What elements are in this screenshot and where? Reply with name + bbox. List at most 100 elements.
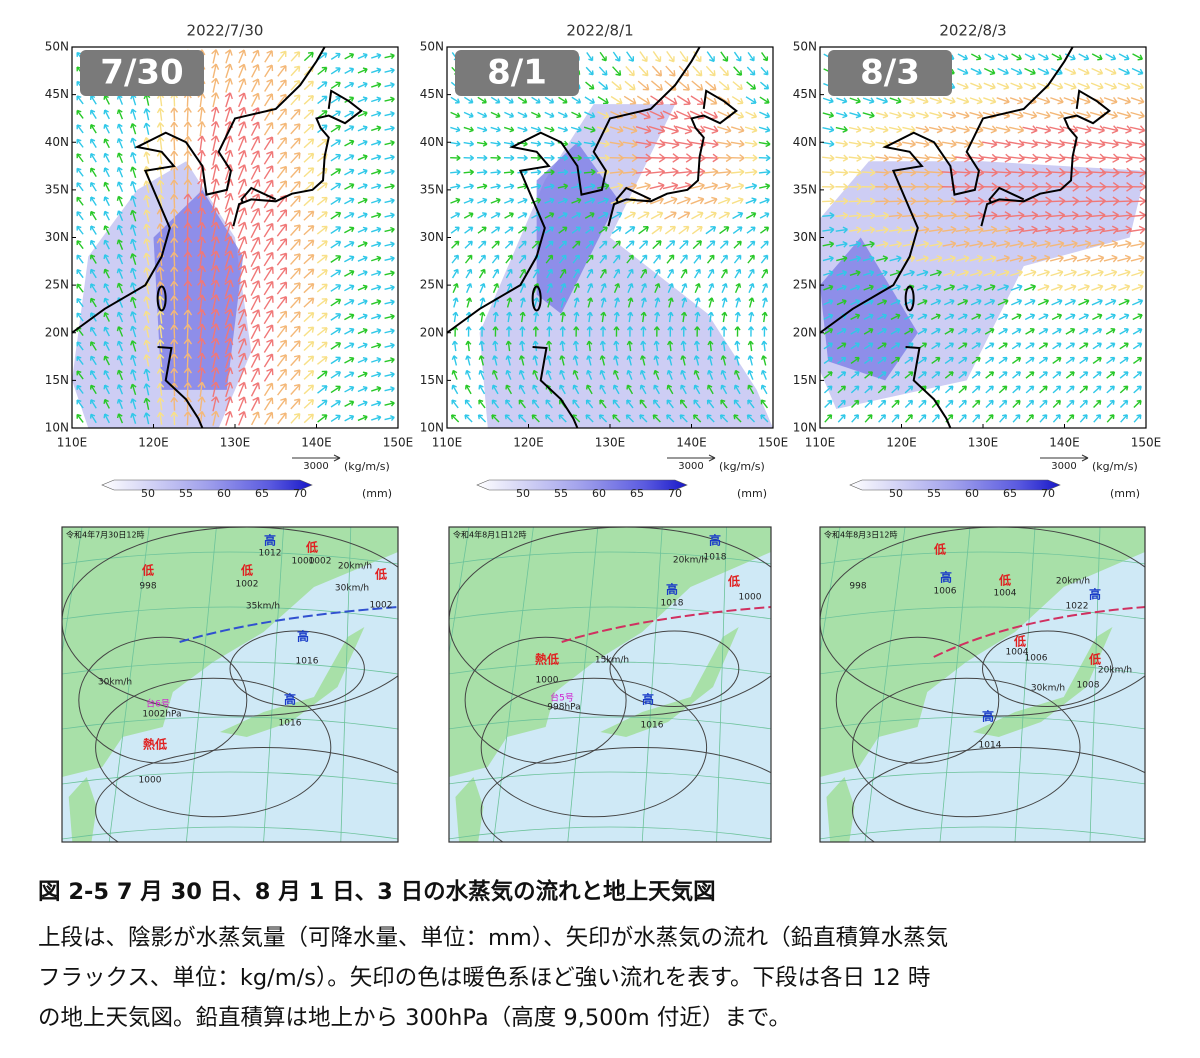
flux-arrow <box>303 399 315 409</box>
flux-arrow <box>904 371 914 379</box>
flux-arrow <box>560 282 567 294</box>
flux-arrow <box>116 326 124 337</box>
figure: 2022/7/307/3050N45N40N35N30N25N20N15N10N… <box>45 22 1161 843</box>
flux-arrow <box>477 154 488 161</box>
flux-arrow <box>931 356 941 365</box>
flux-arrow <box>544 212 555 219</box>
flux-arrow <box>1012 399 1021 409</box>
flux-arrow <box>357 183 368 190</box>
map-label: 低 <box>305 540 318 555</box>
flux-arrow <box>649 182 665 191</box>
lat-label: 25N <box>45 278 69 292</box>
flux-arrow <box>451 240 460 249</box>
flux-arrow <box>451 399 459 409</box>
flux-arrow <box>733 384 741 395</box>
flux-arrow <box>916 284 929 291</box>
flux-arrow <box>759 81 770 90</box>
flux-arrow <box>720 51 729 62</box>
flux-arrow <box>626 355 633 366</box>
flux-arrow <box>864 371 874 379</box>
lat-label: 45N <box>793 87 817 101</box>
flux-arrow <box>680 311 688 323</box>
flux-arrow <box>837 342 847 350</box>
flux-arrow <box>598 240 608 249</box>
flux-arrow <box>1025 342 1035 350</box>
flux-arrow <box>677 211 691 220</box>
map-label: 台6号 <box>146 698 170 710</box>
flux-arrow <box>850 356 860 365</box>
lat-label: 10N <box>420 421 444 435</box>
flux-arrow <box>571 226 581 234</box>
flux-arrow <box>637 80 650 91</box>
flux-arrow <box>197 352 206 369</box>
flux-arrow <box>250 236 261 253</box>
flux-arrow <box>640 268 648 279</box>
flux-arrow <box>1051 313 1063 321</box>
flux-arrow <box>744 154 758 162</box>
flux-arrow <box>224 207 234 225</box>
flux-arrow <box>506 311 513 323</box>
colorbar-tick: 55 <box>927 487 941 500</box>
flux-arrow <box>503 140 515 147</box>
flux-arrow <box>210 221 220 239</box>
flux-arrow <box>733 399 742 409</box>
flux-arrow <box>822 241 835 248</box>
flux-arrow <box>479 282 486 294</box>
flux-arrow <box>1078 313 1089 321</box>
flux-arrow <box>237 121 247 137</box>
flux-arrow <box>477 111 488 119</box>
flux-arrow <box>210 207 220 224</box>
flux-arrow <box>451 268 459 279</box>
flux-arrow <box>197 381 206 397</box>
flux-arrow <box>330 313 342 321</box>
flux-arrow <box>955 125 970 134</box>
flux-arrow <box>130 412 137 424</box>
flux-arrow <box>197 308 206 325</box>
map-label: 1000 <box>292 557 315 567</box>
flux-arrow <box>635 125 652 134</box>
flux-arrow <box>877 327 887 335</box>
flux-arrow <box>1062 240 1078 249</box>
flux-arrow <box>694 268 701 279</box>
flux-arrow <box>835 111 848 119</box>
flux-arrow <box>330 400 341 408</box>
flux-arrow <box>640 326 647 337</box>
flux-arrow <box>661 125 680 135</box>
flux-arrow <box>1022 139 1039 149</box>
flux-arrow <box>1133 414 1142 423</box>
flux-arrow <box>1063 96 1078 105</box>
flux-arrow <box>862 97 875 104</box>
flux-arrow <box>103 109 110 120</box>
flux-arrow <box>116 369 124 381</box>
flux-arrow <box>330 226 342 234</box>
flux-arrow <box>761 52 769 62</box>
map-label: 15km/h <box>595 656 629 666</box>
flux-arrow <box>653 254 661 264</box>
flux-arrow <box>931 385 941 394</box>
flux-arrow <box>559 326 566 337</box>
flux-arrow <box>598 414 608 423</box>
grid-line <box>641 527 663 842</box>
flux-arrow <box>717 182 732 191</box>
flux-arrow <box>276 296 288 309</box>
flux-arrow <box>958 385 968 394</box>
flux-arrow <box>357 313 368 320</box>
flux-arrow <box>891 385 900 394</box>
flux-arrow <box>931 342 941 350</box>
flux-arrow <box>1011 53 1022 61</box>
flux-arrow <box>116 210 124 221</box>
flux-arrow <box>1119 399 1129 409</box>
flux-arrow <box>745 182 758 190</box>
flux-arrow <box>344 371 355 379</box>
flux-arrow <box>250 265 261 282</box>
grid-line <box>62 771 398 785</box>
flux-arrow <box>639 399 648 409</box>
flux-arrow <box>850 313 861 321</box>
flux-arrow <box>679 254 688 264</box>
flux-arrow <box>681 282 688 294</box>
flux-arrow <box>384 357 395 364</box>
flux-arrow <box>956 254 970 263</box>
flux-arrow <box>224 337 234 355</box>
flux-arrow <box>76 124 84 134</box>
flux-arrow <box>303 384 315 395</box>
